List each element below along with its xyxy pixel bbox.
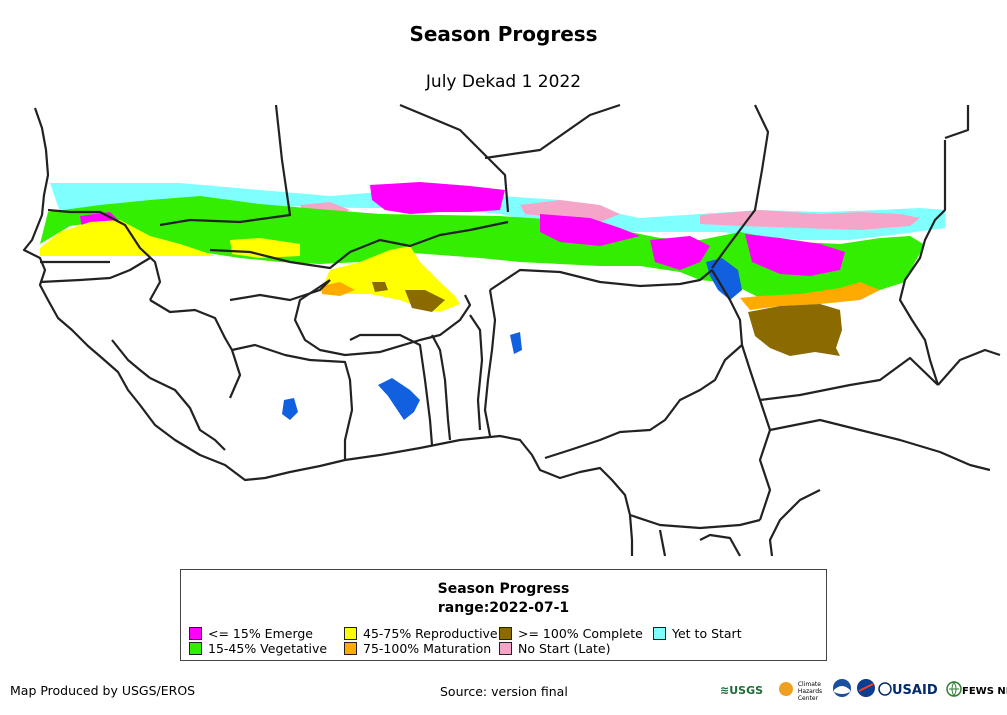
- legend-swatch: [189, 627, 202, 640]
- zone-reproductive: [40, 220, 215, 256]
- source-text: Source: version final: [440, 684, 568, 699]
- fewsnet-logo: FEWS NET: [946, 678, 1007, 704]
- border-congo: [629, 513, 761, 557]
- season-progress-map: [22, 103, 1001, 557]
- country-borders: [22, 103, 1001, 557]
- border-ghana: [349, 333, 434, 446]
- border-mali-algeria: [399, 103, 510, 213]
- zone-reproductive: [230, 238, 300, 258]
- zone-yet-to-start: [50, 183, 945, 240]
- legend-item-emerge: <= 15% Emerge: [189, 627, 313, 641]
- zone-maturation: [740, 282, 880, 310]
- zone-emerge: [370, 182, 505, 214]
- border-cameroon: [740, 344, 772, 521]
- border-burkina: [293, 279, 472, 357]
- noaa-icon: [833, 679, 851, 697]
- chc-logo: Climate Hazards Center: [778, 678, 832, 704]
- legend-subtitle: range:2022-07-1: [437, 600, 570, 616]
- legend-swatch: [344, 642, 357, 655]
- legend-item-maturation: 75-100% Maturation: [344, 642, 491, 656]
- partner-logos: ≋USGS Climate Hazards Center USAID FEWS …: [720, 678, 1007, 704]
- water-bodies: [282, 258, 742, 420]
- zone-no-start: [520, 200, 620, 222]
- border-sudan-egypt: [944, 105, 970, 140]
- nasa-logo: [856, 678, 876, 704]
- chc-icon: [779, 682, 793, 696]
- legend-swatch: [499, 627, 512, 640]
- legend-swatch: [344, 627, 357, 640]
- border-algeria-niger: [484, 103, 621, 160]
- lake-chad: [706, 258, 742, 300]
- zone-complete: [372, 282, 388, 292]
- usaid-seal-icon: [878, 682, 892, 696]
- legend-title: Season Progress: [437, 581, 570, 597]
- noaa-logo: [832, 678, 852, 704]
- map-subtitle: July Dekad 1 2022: [425, 72, 582, 92]
- border-senegal-gambia: [47, 208, 162, 301]
- zone-emerge: [540, 214, 640, 246]
- usgs-logo: ≋USGS: [720, 684, 764, 697]
- lake-volta: [378, 378, 420, 420]
- usaid-logo: USAID: [878, 678, 938, 704]
- lake-kainji: [510, 332, 522, 354]
- border-car-south: [769, 418, 991, 472]
- zone-emerge: [745, 234, 845, 276]
- nasa-icon: [857, 679, 875, 697]
- border-togo-benin: [431, 314, 484, 441]
- border-mauritania-mali: [159, 104, 292, 227]
- progress-zones: [40, 182, 945, 356]
- border-niger-libya-chad: [711, 104, 770, 269]
- legend-item-yet-to-start: Yet to Start: [653, 627, 742, 641]
- border-guinea: [149, 299, 242, 399]
- border-chad-car: [759, 356, 939, 402]
- legend-swatch: [189, 642, 202, 655]
- border-liberia: [149, 377, 226, 451]
- zone-complete: [748, 304, 842, 356]
- zone-emerge: [650, 236, 710, 270]
- zone-no-start: [700, 210, 920, 230]
- map-title: Season Progress: [409, 22, 598, 46]
- border-mali-burkina: [209, 220, 509, 270]
- border-mali-south: [229, 279, 331, 302]
- zone-vegetative: [40, 196, 925, 298]
- legend-item-reproductive: 45-75% Reproductive: [344, 627, 498, 641]
- border-sierra-leone: [111, 339, 151, 379]
- border-nigeria: [483, 269, 744, 460]
- border-ivory-coast: [231, 343, 354, 460]
- globe-icon: [946, 681, 962, 698]
- zone-maturation: [322, 282, 355, 296]
- border-niger-nigeria: [489, 268, 713, 291]
- border-chad-sudan: [898, 140, 947, 386]
- produced-by-text: Map Produced by USGS/EROS: [10, 683, 196, 698]
- legend-swatch: [653, 627, 666, 640]
- legend-swatch: [499, 642, 512, 655]
- legend-item-vegetative: 15-45% Vegetative: [189, 642, 327, 656]
- coastline: [22, 107, 634, 556]
- legend-box: Season Progress range:2022-07-1 <= 15% E…: [180, 569, 827, 661]
- border-guinea-bissau: [39, 257, 151, 284]
- legend-item-no-start: No Start (Late): [499, 642, 610, 656]
- lake-kossou: [282, 398, 298, 420]
- legend-item-complete: >= 100% Complete: [499, 627, 643, 641]
- border-drc-car: [768, 489, 821, 557]
- zone-complete: [405, 290, 445, 312]
- border-south-sudan: [937, 348, 1001, 386]
